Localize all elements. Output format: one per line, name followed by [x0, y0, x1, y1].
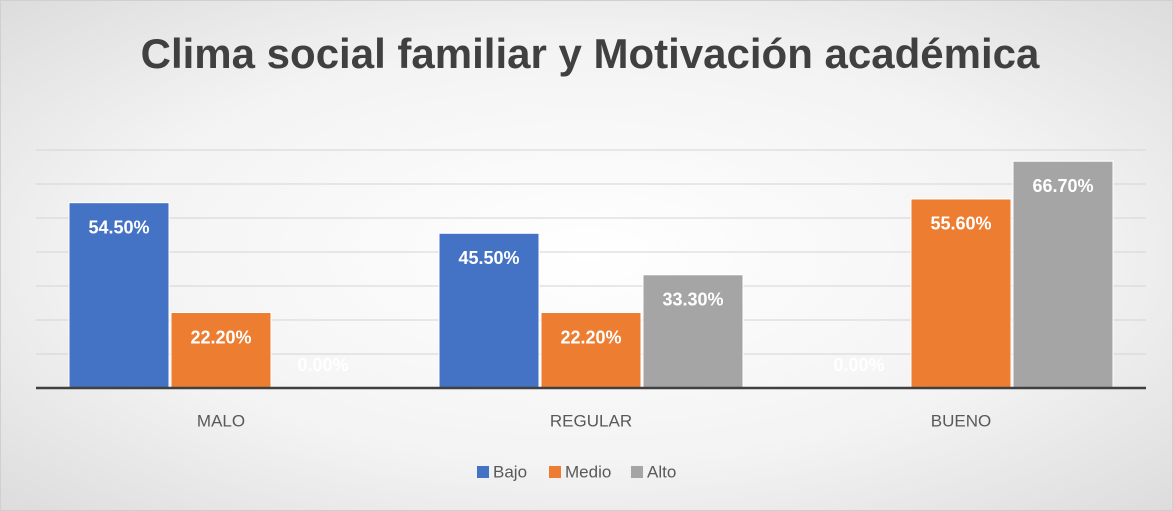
data-label: 55.60%	[930, 214, 991, 234]
legend-swatch	[549, 466, 561, 478]
bar	[910, 198, 1012, 389]
legend-label: Medio	[565, 462, 611, 481]
legend-swatch	[631, 466, 643, 478]
bar	[540, 312, 642, 389]
chart-title: Clima social familiar y Motivación acadé…	[141, 30, 1040, 77]
bar	[1012, 160, 1114, 389]
x-tick-label: BUENO	[931, 411, 991, 430]
data-label: 45.50%	[458, 248, 519, 268]
legend-swatch	[477, 466, 489, 478]
data-label: 0.00%	[297, 355, 348, 375]
x-tick-label: MALO	[197, 411, 245, 430]
legend-label: Bajo	[493, 462, 527, 481]
bar	[68, 202, 170, 389]
data-label: 54.50%	[88, 217, 149, 237]
data-label: 66.70%	[1032, 176, 1093, 196]
data-label: 22.20%	[190, 327, 251, 347]
bar	[170, 312, 272, 389]
data-label: 22.20%	[560, 327, 621, 347]
bar	[642, 274, 744, 389]
x-tick-label: REGULAR	[550, 411, 632, 430]
data-label: 33.30%	[662, 290, 723, 310]
legend-label: Alto	[647, 462, 676, 481]
bar	[438, 232, 540, 389]
data-label: 0.00%	[833, 355, 884, 375]
